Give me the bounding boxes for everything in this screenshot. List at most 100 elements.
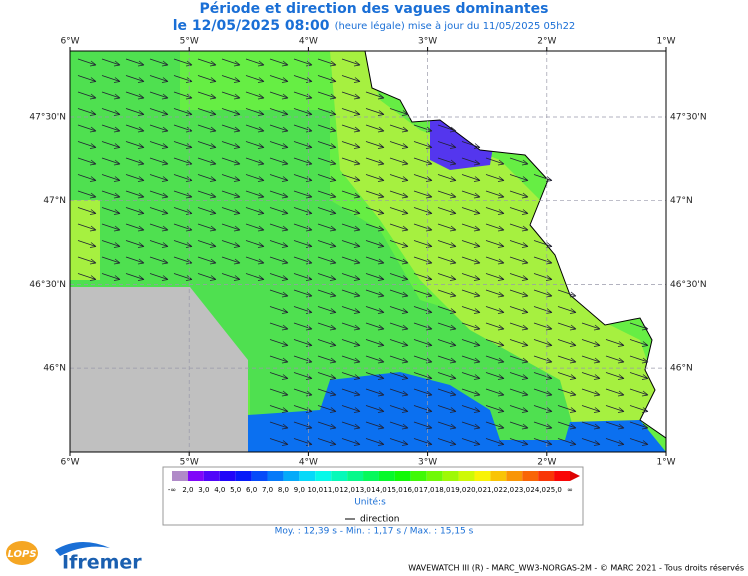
arrow <box>77 240 97 248</box>
arrow <box>365 322 385 331</box>
arrow <box>485 256 505 265</box>
arrow <box>557 421 577 430</box>
arrow <box>365 108 385 116</box>
run-date: le 12/05/2025 08:00 <box>173 18 330 34</box>
arrow <box>245 207 265 215</box>
arrow <box>77 207 97 215</box>
arrow <box>245 108 265 116</box>
arrow <box>509 355 529 364</box>
arrow <box>389 108 409 116</box>
colorbar-cell <box>251 471 268 481</box>
arrow <box>269 273 289 281</box>
arrow <box>269 190 289 199</box>
arrow <box>533 174 553 182</box>
land <box>364 50 667 439</box>
colorbar-cell <box>267 471 284 481</box>
arrow <box>293 91 313 100</box>
period-zone <box>248 372 666 452</box>
arrow <box>389 421 409 430</box>
arrow <box>149 273 169 281</box>
arrow <box>365 372 385 380</box>
arrow <box>293 339 313 347</box>
arrow <box>149 124 169 133</box>
arrow <box>293 405 313 413</box>
arrow <box>197 190 217 199</box>
colorbar-cell <box>442 471 459 481</box>
arrow <box>413 157 433 166</box>
arrow <box>245 256 265 265</box>
arrow <box>461 388 481 397</box>
arrow <box>365 355 385 364</box>
arrow <box>461 141 481 149</box>
arrow <box>221 157 241 166</box>
arrow <box>101 75 121 83</box>
arrow <box>341 405 361 413</box>
map-frame <box>69 50 667 453</box>
arrow <box>485 372 505 380</box>
arrow <box>581 388 601 397</box>
arrow <box>101 256 121 265</box>
arrow <box>629 372 649 380</box>
arrow <box>461 355 481 364</box>
arrow <box>125 58 145 67</box>
arrow <box>293 157 313 166</box>
arrow <box>221 124 241 133</box>
colorbar: -∞ 2,0 3,0 4,0 5,0 6,0 7,0 8,0 9,0 10,0 11,0 12,0 13… <box>162 466 584 526</box>
arrow <box>437 174 457 182</box>
arrow <box>125 124 145 133</box>
arrow <box>509 438 529 446</box>
arrow <box>437 322 457 331</box>
arrow <box>557 405 577 413</box>
arrow <box>245 190 265 199</box>
arrow <box>365 438 385 446</box>
colorbar-cell <box>315 471 332 481</box>
arrow <box>125 190 145 199</box>
colorbar-label: 16,0 <box>403 486 419 494</box>
arrow <box>245 174 265 182</box>
arrow <box>509 240 529 248</box>
arrow <box>77 58 97 67</box>
arrow <box>509 322 529 331</box>
colorbar-cell <box>506 471 523 481</box>
arrow <box>581 355 601 364</box>
colorbar-label: 4,0 <box>214 486 225 494</box>
arrow <box>293 256 313 265</box>
lon-label: 5°W <box>180 37 199 47</box>
arrow <box>605 372 625 380</box>
arrow <box>317 174 337 182</box>
colorbar-label: 8,0 <box>278 486 289 494</box>
direction-arrows <box>77 58 649 446</box>
arrow <box>77 256 97 265</box>
arrow <box>461 157 481 166</box>
arrow <box>221 256 241 265</box>
colorbar-label: 2,0 <box>182 486 193 494</box>
arrow <box>341 108 361 116</box>
arrow <box>557 339 577 347</box>
arrow <box>245 223 265 232</box>
arrow <box>389 388 409 397</box>
arrow <box>197 124 217 133</box>
arrow <box>317 108 337 116</box>
arrow <box>341 240 361 248</box>
arrow <box>221 273 241 281</box>
arrow <box>341 75 361 83</box>
arrow <box>245 157 265 166</box>
arrow <box>533 322 553 331</box>
arrow <box>221 75 241 83</box>
arrow <box>149 157 169 166</box>
lon-label: 3°W <box>418 37 437 47</box>
arrow <box>485 190 505 199</box>
arrow <box>485 322 505 331</box>
arrow <box>293 306 313 314</box>
lon-label: 3°W <box>418 458 437 468</box>
arrow <box>437 207 457 215</box>
colorbar-cell <box>219 471 236 481</box>
arrow <box>509 256 529 265</box>
arrow <box>557 289 577 298</box>
arrow <box>293 421 313 430</box>
arrow <box>293 108 313 116</box>
arrow <box>269 58 289 67</box>
arrow <box>437 124 457 133</box>
arrow <box>509 339 529 347</box>
arrow <box>605 388 625 397</box>
